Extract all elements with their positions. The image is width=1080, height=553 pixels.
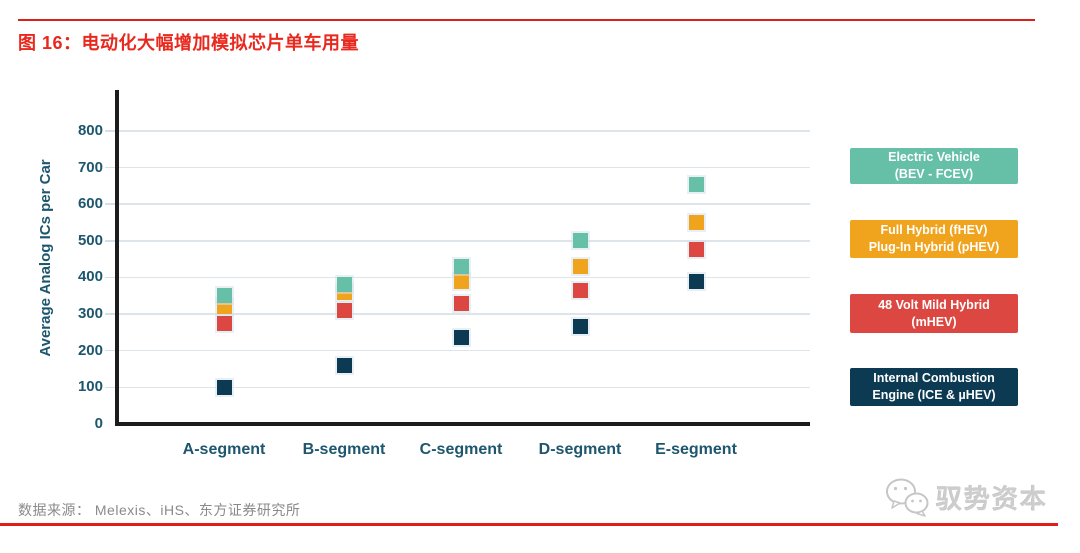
legend-label-line: Engine (ICE & µHEV) xyxy=(872,388,996,402)
y-axis-title: Average Analog ICs per Car xyxy=(37,159,54,357)
y-tick-label: 700 xyxy=(77,158,103,176)
legend-label-line: Internal Combustion xyxy=(873,371,995,386)
y-tick-mark xyxy=(105,276,115,279)
legend-item-mild-hybrid: 48 Volt Mild Hybrid (mHEV) xyxy=(850,294,1018,333)
legend-label-line: (mHEV) xyxy=(911,314,957,329)
y-tick-mark xyxy=(105,203,115,205)
data-point xyxy=(453,273,469,289)
wechat-icon xyxy=(886,478,929,517)
gridline xyxy=(119,313,810,315)
y-tick-mark xyxy=(105,166,115,169)
data-point xyxy=(688,273,704,289)
legend-label-line: Full Hybrid (fHEV) xyxy=(880,223,988,238)
data-source-note: 数据来源： Melexis、iHS、东方证券研究所 xyxy=(18,502,301,518)
data-point xyxy=(216,379,232,395)
data-point xyxy=(688,176,704,192)
chart-legend: Electric Vehicle (BEV - FCEV) Full Hybri… xyxy=(850,148,1018,408)
data-point xyxy=(336,277,352,293)
x-label-a-segment: A-segment xyxy=(182,441,266,458)
data-point xyxy=(216,288,232,304)
data-point xyxy=(336,302,352,318)
data-point xyxy=(336,357,352,373)
y-tick-mark xyxy=(105,240,115,242)
data-point xyxy=(688,214,704,230)
gridline xyxy=(119,166,810,169)
gridline xyxy=(119,203,810,205)
x-label-e-segment: E-segment xyxy=(655,441,737,458)
data-point xyxy=(572,319,588,335)
gridline xyxy=(119,240,810,242)
data-point xyxy=(572,282,588,298)
figure-title: 图 16：电动化大幅增加模拟芯片单车用量 xyxy=(18,33,360,53)
legend-item-internal-combustion: Internal Combustion Engine (ICE & µHEV) xyxy=(850,368,1018,406)
legend-label-line: Electric Vehicle xyxy=(888,150,980,165)
gridline xyxy=(119,130,810,132)
y-tick-label: 0 xyxy=(94,415,103,432)
data-point xyxy=(453,258,469,274)
y-tick-label: 800 xyxy=(77,121,103,139)
legend-item-electric-vehicle: Electric Vehicle (BEV - FCEV) xyxy=(850,148,1018,184)
x-label-d-segment: D-segment xyxy=(538,441,622,458)
data-point xyxy=(453,330,469,346)
plot-area xyxy=(105,90,810,426)
legend-label-line: (BEV - FCEV) xyxy=(894,167,974,181)
y-tick-mark xyxy=(105,386,115,389)
x-label-b-segment: B-segment xyxy=(302,441,386,458)
y-tick-label: 600 xyxy=(77,195,103,213)
gridline xyxy=(119,349,810,352)
data-point xyxy=(572,233,588,249)
y-axis-ticks: 0 100 200 300 400 500 600 700 800 xyxy=(55,90,103,432)
data-point xyxy=(688,242,704,258)
x-label-c-segment: C-segment xyxy=(419,441,503,458)
x-axis-labels: A-segment B-segment C-segment D-segment … xyxy=(119,441,814,465)
data-point xyxy=(572,258,588,274)
y-tick-mark xyxy=(105,349,115,352)
data-point xyxy=(216,315,232,331)
bottom-divider xyxy=(0,523,1058,526)
brand-logo-text: 驭势资本 xyxy=(936,483,1049,514)
legend-item-full-hybrid: Full Hybrid (fHEV) Plug-In Hybrid (pHEV) xyxy=(850,220,1018,258)
y-tick-label: 100 xyxy=(77,378,103,396)
y-tick-label: 400 xyxy=(77,268,103,286)
y-tick-mark xyxy=(105,313,115,315)
legend-label-line: Plug-In Hybrid (pHEV) xyxy=(868,240,1000,254)
top-divider xyxy=(18,19,1035,21)
y-tick-label: 200 xyxy=(77,341,103,359)
data-point xyxy=(453,295,469,311)
gridline xyxy=(119,386,810,389)
brand-logo: 驭势资本 xyxy=(884,474,1059,520)
legend-label-line: 48 Volt Mild Hybrid xyxy=(878,297,990,312)
y-tick-mark xyxy=(105,130,115,132)
y-tick-label: 300 xyxy=(77,305,103,323)
y-tick-label: 500 xyxy=(77,231,103,249)
